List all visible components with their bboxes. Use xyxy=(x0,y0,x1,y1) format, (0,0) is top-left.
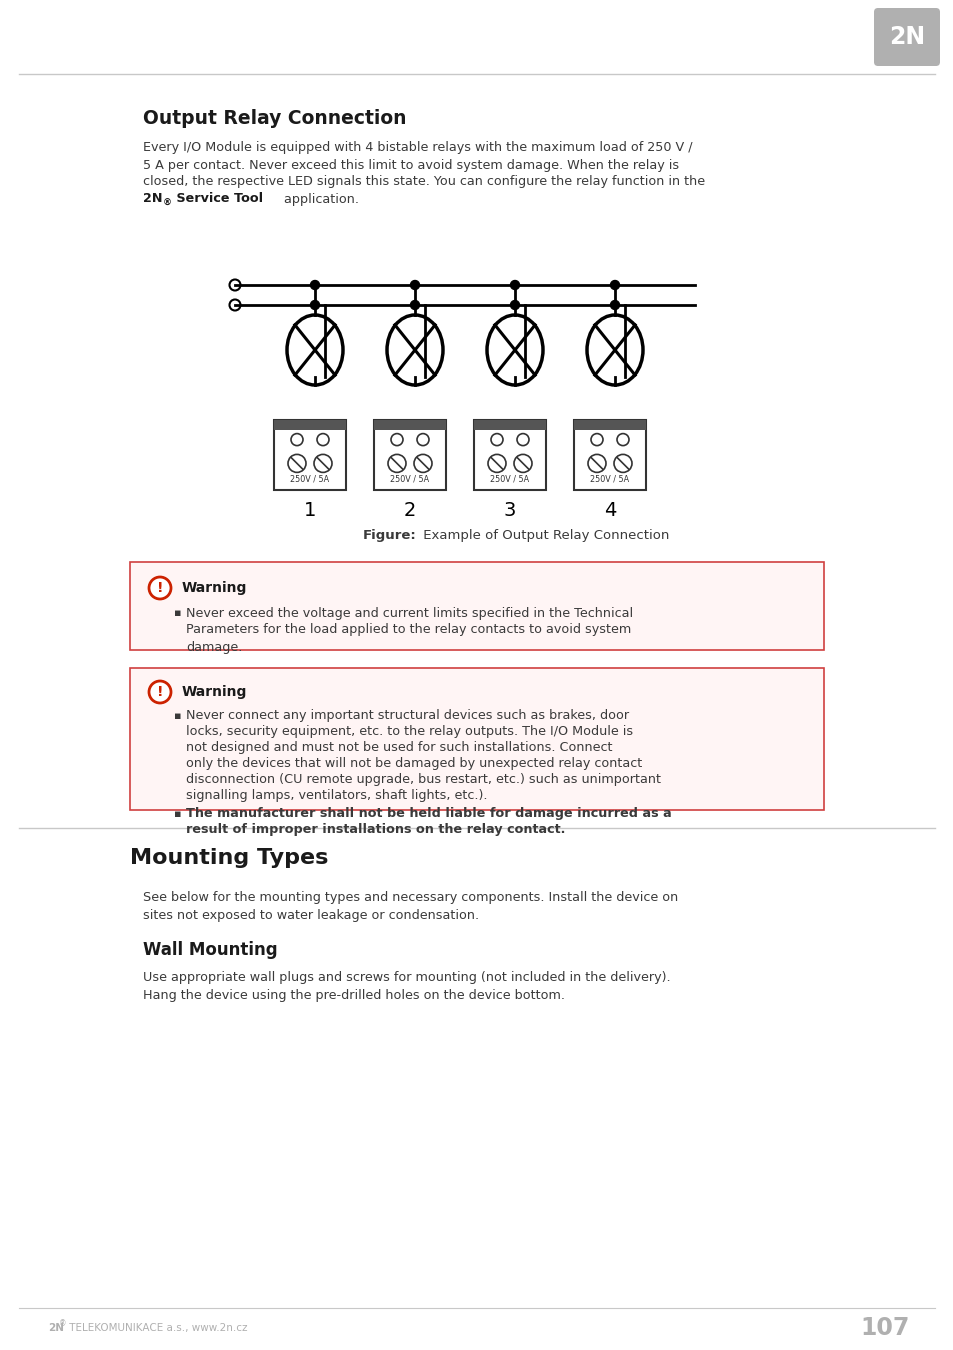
Text: Output Relay Connection: Output Relay Connection xyxy=(143,108,406,127)
Text: Figure:: Figure: xyxy=(363,528,416,541)
Text: disconnection (CU remote upgrade, bus restart, etc.) such as unimportant: disconnection (CU remote upgrade, bus re… xyxy=(186,774,660,787)
Circle shape xyxy=(149,576,171,599)
Circle shape xyxy=(310,281,319,289)
FancyBboxPatch shape xyxy=(873,8,939,66)
Text: 107: 107 xyxy=(860,1316,909,1341)
Text: ®: ® xyxy=(59,1319,67,1328)
Text: 2N: 2N xyxy=(143,193,162,205)
Text: Wall Mounting: Wall Mounting xyxy=(143,941,277,958)
Text: See below for the mounting types and necessary components. Install the device on: See below for the mounting types and nec… xyxy=(143,891,678,904)
Text: The manufacturer shall not be held liable for damage incurred as a: The manufacturer shall not be held liabl… xyxy=(186,807,671,821)
Circle shape xyxy=(610,301,618,309)
Bar xyxy=(274,420,346,431)
Bar xyxy=(474,420,545,490)
Text: 250V / 5A: 250V / 5A xyxy=(290,474,329,483)
Circle shape xyxy=(149,680,171,703)
Text: result of improper installations on the relay contact.: result of improper installations on the … xyxy=(186,824,565,837)
Text: sites not exposed to water leakage or condensation.: sites not exposed to water leakage or co… xyxy=(143,909,478,922)
Text: 3: 3 xyxy=(503,501,516,520)
Text: Mounting Types: Mounting Types xyxy=(130,848,328,868)
Bar xyxy=(130,668,823,810)
Text: 250V / 5A: 250V / 5A xyxy=(590,474,629,483)
Text: Warning: Warning xyxy=(182,684,247,699)
Circle shape xyxy=(410,281,419,289)
Text: 5 A per contact. Never exceed this limit to avoid system damage. When the relay : 5 A per contact. Never exceed this limit… xyxy=(143,158,679,171)
Bar xyxy=(574,420,645,490)
Text: Use appropriate wall plugs and screws for mounting (not included in the delivery: Use appropriate wall plugs and screws fo… xyxy=(143,972,670,984)
Text: 250V / 5A: 250V / 5A xyxy=(490,474,529,483)
Bar xyxy=(374,420,446,431)
Text: Hang the device using the pre-drilled holes on the device bottom.: Hang the device using the pre-drilled ho… xyxy=(143,988,564,1002)
Circle shape xyxy=(510,301,519,309)
Circle shape xyxy=(310,301,319,309)
Text: Example of Output Relay Connection: Example of Output Relay Connection xyxy=(418,528,669,541)
Bar xyxy=(574,420,645,431)
Circle shape xyxy=(610,281,618,289)
Text: locks, security equipment, etc. to the relay outputs. The I/O Module is: locks, security equipment, etc. to the r… xyxy=(186,725,633,738)
Text: damage.: damage. xyxy=(186,640,242,653)
Bar xyxy=(474,420,545,431)
Text: ▪: ▪ xyxy=(173,608,181,618)
Text: ▪: ▪ xyxy=(173,711,181,721)
Text: 4: 4 xyxy=(603,501,616,520)
Text: Service Tool: Service Tool xyxy=(172,193,263,205)
Text: Never exceed the voltage and current limits specified in the Technical: Never exceed the voltage and current lim… xyxy=(186,606,633,620)
Circle shape xyxy=(510,281,519,289)
Text: 250V / 5A: 250V / 5A xyxy=(390,474,429,483)
Text: not designed and must not be used for such installations. Connect: not designed and must not be used for su… xyxy=(186,741,612,755)
Text: Parameters for the load applied to the relay contacts to avoid system: Parameters for the load applied to the r… xyxy=(186,624,631,636)
Bar xyxy=(130,562,823,649)
Text: !: ! xyxy=(156,580,163,595)
Bar xyxy=(474,420,545,431)
Text: TELEKOMUNIKACE a.s., www.2n.cz: TELEKOMUNIKACE a.s., www.2n.cz xyxy=(66,1323,247,1332)
Text: 2N: 2N xyxy=(48,1323,64,1332)
Text: 2N: 2N xyxy=(888,26,924,49)
Text: !: ! xyxy=(156,684,163,699)
Text: only the devices that will not be damaged by unexpected relay contact: only the devices that will not be damage… xyxy=(186,757,641,771)
Text: ®: ® xyxy=(163,198,172,208)
Text: closed, the respective LED signals this state. You can configure the relay funct: closed, the respective LED signals this … xyxy=(143,176,704,189)
Bar xyxy=(374,420,446,431)
Text: 2: 2 xyxy=(403,501,416,520)
Bar xyxy=(274,420,346,431)
Text: signalling lamps, ventilators, shaft lights, etc.).: signalling lamps, ventilators, shaft lig… xyxy=(186,790,487,802)
Text: application.: application. xyxy=(280,193,358,205)
Text: Warning: Warning xyxy=(182,580,247,595)
Text: ▪: ▪ xyxy=(173,809,181,819)
Text: 1: 1 xyxy=(303,501,315,520)
Text: Never connect any important structural devices such as brakes, door: Never connect any important structural d… xyxy=(186,710,628,722)
Bar xyxy=(274,420,346,490)
Bar xyxy=(374,420,446,490)
Bar xyxy=(574,420,645,431)
Text: Every I/O Module is equipped with 4 bistable relays with the maximum load of 250: Every I/O Module is equipped with 4 bist… xyxy=(143,142,692,154)
Circle shape xyxy=(410,301,419,309)
